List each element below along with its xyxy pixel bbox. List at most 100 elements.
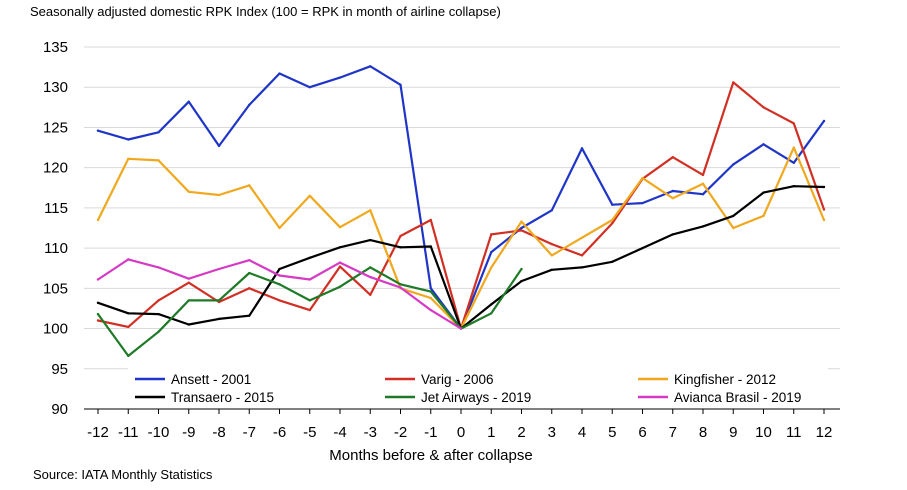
data-point	[792, 146, 795, 149]
x-tick-label: -10	[148, 424, 170, 441]
data-point	[399, 234, 402, 238]
y-tick-label: 125	[43, 119, 68, 136]
x-tick-label: 6	[638, 424, 646, 441]
data-point	[369, 266, 372, 269]
data-point	[550, 209, 553, 212]
data-point	[490, 312, 493, 315]
y-tick-label: 110	[44, 240, 68, 257]
data-point	[701, 182, 705, 185]
x-tick-label: -12	[87, 424, 109, 441]
data-point	[701, 193, 705, 196]
x-tick-label: 11	[786, 424, 802, 441]
data-point	[278, 72, 281, 75]
x-tick-label: -5	[303, 424, 316, 441]
data-point	[157, 159, 160, 162]
data-point	[278, 299, 281, 302]
data-point	[127, 312, 130, 315]
data-point	[338, 225, 342, 229]
data-point	[217, 193, 221, 197]
data-point	[701, 173, 705, 177]
data-point	[248, 314, 251, 317]
data-point	[248, 184, 251, 187]
x-tick-label: -11	[118, 424, 139, 441]
data-point	[611, 221, 614, 225]
data-point	[580, 147, 584, 150]
x-tick-label: 7	[669, 424, 677, 441]
data-point	[248, 258, 251, 262]
data-point	[792, 122, 795, 125]
legend-label: Kingfisher - 2012	[674, 372, 776, 387]
data-point	[127, 325, 130, 329]
data-point	[96, 129, 100, 132]
data-point	[157, 266, 160, 269]
y-tick-label: 100	[43, 321, 68, 338]
data-point	[550, 268, 553, 272]
data-point	[762, 214, 765, 218]
data-point	[96, 278, 100, 281]
data-point	[96, 218, 100, 222]
data-point	[308, 308, 311, 312]
data-point	[792, 161, 795, 165]
data-point	[520, 220, 523, 223]
data-point	[399, 246, 402, 249]
data-point	[490, 266, 493, 269]
data-point	[127, 258, 130, 261]
data-point	[127, 354, 130, 358]
data-point	[157, 330, 160, 333]
series-line-ansett-2001	[96, 65, 826, 330]
data-point	[520, 279, 523, 283]
data-point	[792, 184, 795, 188]
data-point	[611, 218, 614, 222]
data-point	[96, 319, 100, 322]
data-point	[580, 254, 584, 257]
data-point	[671, 156, 674, 159]
data-point	[399, 283, 402, 286]
data-point	[671, 197, 674, 200]
legend-label: Avianca Brasil - 2019	[674, 390, 801, 405]
data-point	[187, 100, 190, 103]
data-point	[187, 323, 190, 326]
legend-label: Varig - 2006	[421, 372, 494, 387]
data-point	[369, 209, 372, 212]
x-tick-label: -1	[424, 424, 437, 441]
x-tick-label: -2	[394, 424, 407, 441]
data-point	[187, 277, 190, 280]
data-point	[671, 189, 674, 193]
data-point	[822, 119, 826, 123]
data-point	[369, 238, 372, 242]
data-point	[338, 265, 342, 268]
y-tick-label: 105	[43, 280, 68, 297]
x-tick-label: -7	[243, 424, 256, 441]
y-tick-label: 95	[51, 361, 68, 378]
data-point	[762, 191, 765, 194]
data-point	[520, 229, 523, 232]
data-point	[217, 317, 221, 321]
x-tick-label: -4	[333, 424, 346, 441]
data-point	[127, 157, 130, 161]
x-tick-label: 8	[699, 424, 707, 441]
x-tick-label: 1	[487, 424, 495, 441]
data-point	[399, 286, 402, 289]
data-point	[338, 246, 342, 249]
x-tick-label: 9	[729, 424, 737, 441]
y-tick-label: 115	[44, 200, 68, 217]
data-point	[611, 203, 614, 206]
data-point	[308, 256, 311, 259]
data-point	[580, 266, 584, 269]
x-tick-label: 5	[608, 424, 616, 441]
data-point	[459, 327, 463, 330]
data-point	[732, 214, 735, 218]
data-point	[369, 65, 372, 68]
data-point	[732, 163, 735, 166]
data-point	[701, 225, 705, 228]
legend-background	[128, 367, 828, 407]
data-point	[429, 218, 432, 222]
x-tick-label: -3	[364, 424, 377, 441]
x-tick-label: -6	[273, 424, 286, 441]
data-point	[671, 233, 674, 236]
data-point	[248, 103, 251, 107]
legend-box	[128, 367, 828, 407]
data-point	[822, 185, 826, 189]
data-point	[429, 308, 432, 312]
